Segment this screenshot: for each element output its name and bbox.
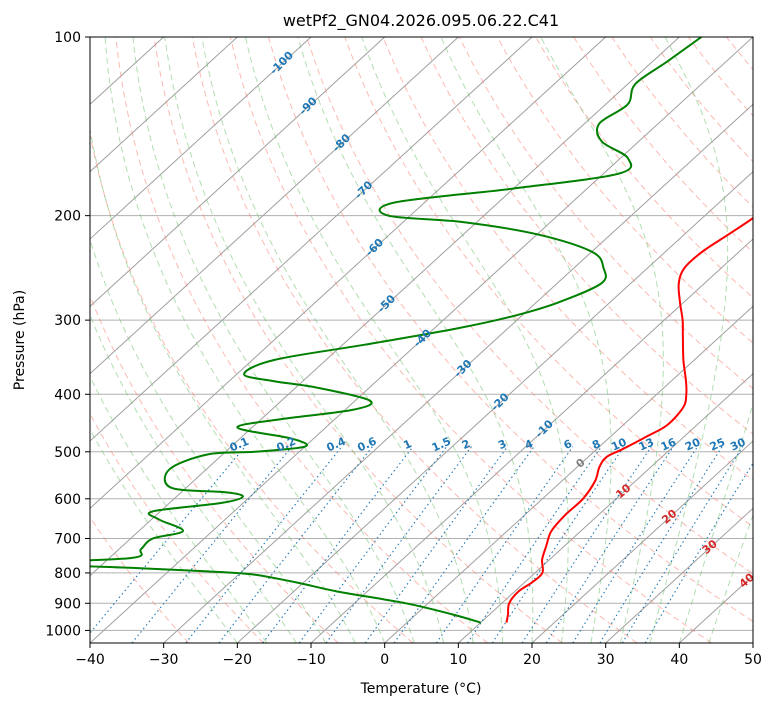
x-tick-label: −40: [75, 652, 105, 668]
moist-adiabat-line: [104, 37, 386, 643]
x-tick-label: 10: [449, 652, 467, 668]
moist-adiabat-line: [540, 37, 664, 643]
moist-adiabat-line: [90, 428, 238, 643]
mixing-ratio-label: 16: [659, 435, 679, 453]
mixing-ratio-label: 10: [609, 435, 629, 453]
x-axis-label: Temperature (°C): [360, 681, 482, 697]
moist-adiabat-line: [649, 37, 729, 643]
x-tick-label: 40: [670, 652, 688, 668]
moist-adiabat-line: [297, 37, 534, 643]
moist-adiabat-line: [90, 126, 356, 643]
isotherm-line: [752, 642, 753, 643]
plot-frame: [89, 36, 754, 644]
dry-adiabat-line: [458, 37, 753, 390]
background-lines: [90, 37, 775, 643]
isotherm-line: [384, 305, 753, 643]
moist-adiabat-line: [164, 37, 445, 643]
moist-adiabat-line: [90, 237, 327, 643]
x-tick-label: 20: [523, 652, 541, 668]
dry-adiabat-line: [229, 37, 712, 643]
moist-adiabat-line: [245, 37, 503, 643]
isotherm-line: [90, 37, 386, 308]
mixing-ratio-line: [545, 446, 674, 643]
moist-adiabat-line: [708, 513, 753, 643]
moist-adiabat-line: [678, 402, 753, 643]
moist-adiabat-line: [90, 375, 268, 643]
y-tick-label: 700: [54, 532, 81, 548]
isotherm-line: [605, 507, 753, 643]
x-tick-label: 30: [597, 652, 615, 668]
temperature-profile-line: [505, 216, 753, 623]
moist-adiabat-line: [90, 313, 297, 643]
isotherm-line: [90, 37, 607, 510]
mixing-ratio-line: [644, 462, 753, 643]
mixing-ratio-line: [325, 446, 472, 643]
mixing-ratio-line: [572, 446, 699, 643]
dry-adiabat-line: [344, 37, 753, 528]
mixing-ratio-line: [262, 446, 414, 643]
x-tick-label: −20: [223, 652, 253, 668]
y-tick-label: 500: [54, 445, 81, 461]
isotherm-line: [163, 103, 753, 643]
y-tick-label: 300: [54, 313, 81, 329]
mixing-ratio-line: [298, 446, 448, 643]
y-axis-label: Pressure (hPa): [12, 290, 28, 390]
chart-title: wetPf2_GN04.2026.095.06.22.C41: [283, 11, 559, 31]
x-tick-label: 0: [380, 652, 389, 668]
mixing-ratio-label: 13: [637, 436, 656, 454]
mixing-ratio-line: [599, 446, 723, 643]
dry-adiabat-line: [115, 37, 488, 643]
y-tick-label: 200: [54, 209, 81, 225]
y-tick-label: 100: [54, 30, 81, 46]
dry-adiabat-line: [90, 131, 414, 643]
dry-adiabat-line: [90, 516, 190, 643]
moist-adiabat-line: [440, 37, 612, 643]
isotherm-line: [90, 37, 533, 442]
dry-adiabat-line: [765, 37, 775, 643]
x-tick-label: 50: [744, 652, 762, 668]
profile-lines: [90, 37, 753, 624]
dry-adiabat-line: [382, 37, 753, 481]
isotherm-line: [531, 440, 753, 643]
dry-adiabat-line: [191, 37, 638, 643]
dry-adiabat-line: [306, 37, 753, 575]
isotherm-line: [236, 170, 753, 643]
moist-adiabat-line: [201, 37, 474, 643]
isotherm-line: [90, 37, 459, 375]
moist-adiabat-line: [361, 37, 569, 643]
line-labels: 0.1 0.2 0.4 0.6 1 1.5 2 3 4 6 8 10 13 16 20 25 30-100-90…: [228, 49, 757, 591]
isotherm-line: [90, 37, 312, 240]
isotherm-line: [457, 372, 753, 643]
mixing-ratio-line: [90, 446, 246, 634]
y-tick-label: 1000: [45, 623, 81, 639]
dry-adiabat-line: [496, 37, 753, 344]
axes: −40 −30 −20 −10 0 10 20 30 40 50 100 200 300 400 500 60…: [45, 30, 762, 668]
isotherm-line: [90, 37, 238, 173]
mixing-ratio-line: [393, 446, 535, 643]
moist-adiabat-line: [132, 37, 415, 643]
mixing-ratio-label: 20: [683, 435, 703, 453]
dry-adiabat-line: [268, 37, 753, 623]
dry-adiabat-line: [90, 412, 264, 643]
isotherm-line: [90, 37, 680, 577]
dry-adiabat-line: [153, 37, 563, 643]
dry-adiabat-line: [535, 37, 753, 299]
isotherm-line: [90, 37, 753, 643]
x-tick-label: −10: [296, 652, 326, 668]
y-tick-label: 400: [54, 387, 81, 403]
dry-adiabat-line: [90, 294, 339, 643]
y-tick-label: 600: [54, 492, 81, 508]
mixing-ratio-line: [491, 446, 625, 643]
mixing-ratio-label: 25: [708, 436, 727, 454]
y-tick-label: 900: [54, 596, 81, 612]
mixing-ratio-line: [521, 446, 652, 643]
mixing-ratio-line: [621, 446, 744, 643]
mixing-ratio-label: 30: [728, 435, 748, 453]
y-tick-label: 800: [54, 566, 81, 582]
dry-adiabat-line: [420, 37, 753, 435]
x-tick-label: −30: [149, 652, 179, 668]
dewpoint-profile-line: [90, 37, 702, 624]
isotherm-line: [310, 238, 753, 643]
